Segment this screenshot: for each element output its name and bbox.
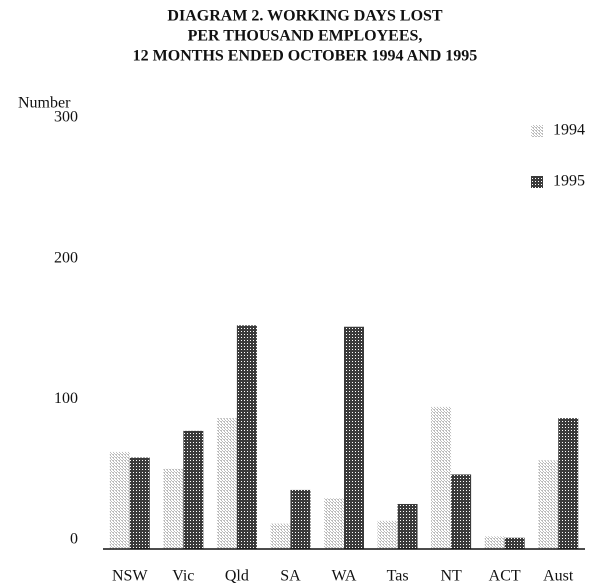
legend-swatch — [531, 176, 543, 188]
bar — [344, 326, 364, 549]
legend-label: 1995 — [553, 173, 585, 190]
bar — [109, 451, 130, 549]
legend-label: 1994 — [553, 122, 585, 139]
x-tick-label: Aust — [543, 568, 574, 585]
legend-swatch — [531, 125, 543, 137]
chart-title: 12 MONTHS ENDED OCTOBER 1994 AND 1995 — [133, 48, 478, 65]
bar — [163, 468, 184, 549]
bar — [183, 430, 204, 549]
bar — [324, 498, 344, 549]
bar — [397, 503, 418, 549]
x-tick-label: Vic — [172, 568, 194, 585]
bar — [236, 325, 257, 549]
y-tick-label: 0 — [70, 531, 78, 548]
bar — [504, 537, 525, 549]
x-tick-label: NSW — [112, 568, 148, 585]
x-tick-label: Tas — [387, 568, 409, 585]
chart-title: DIAGRAM 2. WORKING DAYS LOST — [167, 8, 442, 25]
bar — [129, 457, 150, 549]
x-tick-label: Qld — [225, 568, 249, 585]
bar — [270, 523, 291, 549]
bar — [431, 406, 452, 549]
x-tick-label: ACT — [489, 568, 521, 585]
bar — [484, 536, 505, 549]
bar — [558, 418, 579, 549]
chart-title: PER THOUSAND EMPLOYEES, — [188, 28, 423, 45]
x-tick-label: SA — [280, 568, 301, 585]
y-axis-label: Number — [18, 95, 71, 112]
bar — [377, 520, 398, 549]
y-tick-label: 200 — [54, 249, 78, 266]
bar — [216, 418, 237, 549]
bar — [538, 460, 559, 549]
y-tick-label: 100 — [54, 390, 78, 407]
x-tick-label: WA — [332, 568, 357, 585]
x-tick-label: NT — [440, 568, 462, 585]
bar — [451, 474, 472, 549]
bar — [290, 489, 311, 549]
y-tick-label: 300 — [54, 109, 78, 126]
